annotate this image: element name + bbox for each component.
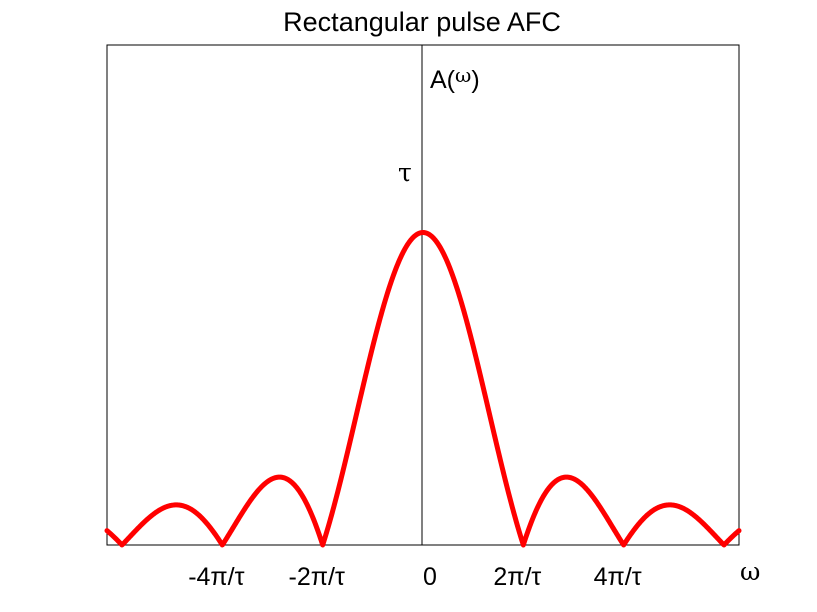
x-tick-label: -4π/τ <box>188 563 244 591</box>
afc-series-line <box>104 230 742 548</box>
chart-title: Rectangular pulse AFC <box>283 7 561 37</box>
y-axis-label: A(ω) <box>430 63 480 94</box>
x-axis-label: ω <box>740 557 760 586</box>
y-axis-label-group: A(ω) <box>430 63 480 94</box>
x-tick-label: 2π/τ <box>493 563 541 591</box>
x-tick-labels: -4π/τ -2π/τ 0 2π/τ 4π/τ <box>188 563 642 591</box>
x-tick-label: 4π/τ <box>594 563 642 591</box>
x-tick-label: -2π/τ <box>289 563 345 591</box>
y-tick-tau: τ <box>398 158 412 187</box>
plot-frame <box>106 44 740 546</box>
x-tick-label: 0 <box>423 563 437 591</box>
